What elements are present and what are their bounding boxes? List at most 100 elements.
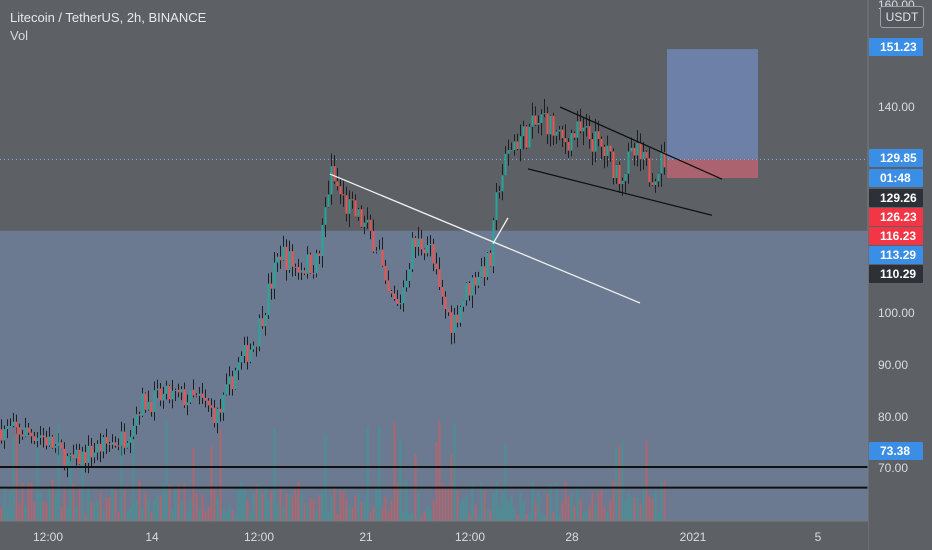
candle [261,318,264,327]
volume-bar [267,498,270,521]
candle [555,131,558,136]
price-tag[interactable] [869,38,923,56]
price-tag[interactable] [869,265,923,283]
price-tick-label: 80.00 [878,410,908,424]
price-tag[interactable] [869,189,923,207]
target-box[interactable] [667,49,758,160]
volume-bar [240,481,243,521]
volume-bar [603,507,606,521]
price-tag-label: 116.23 [880,229,916,243]
candle [489,252,492,267]
volume-bar [9,491,12,521]
volume-bar [126,511,129,521]
volume-bar [459,502,462,521]
candle [618,164,621,184]
volume-bar [663,480,666,521]
candle [387,280,390,291]
volume-bar [558,513,561,521]
volume-bar [423,510,426,521]
price-tag[interactable] [869,149,923,167]
volume-bar [330,495,333,521]
symbol-title[interactable]: Litecoin / TetherUS, 2h, BINANCE [10,10,207,25]
candle [552,115,555,136]
volume-bar [261,492,264,521]
volume-bar [618,445,621,521]
candle [561,129,564,139]
trendline[interactable] [559,106,723,180]
candle [513,141,516,151]
volume-bar [591,491,594,521]
candle [144,393,147,410]
volume-bar [492,492,495,521]
currency-button[interactable]: USDT [880,6,924,28]
candle [318,253,321,257]
candle [411,237,414,270]
candle [48,436,51,446]
volume-bar [477,514,480,521]
candle [657,173,660,182]
candle [381,249,384,266]
volume-bar [327,511,330,521]
price-tag-label: 01:48 [880,171,911,185]
price-tag[interactable] [869,442,923,460]
candle [612,151,615,179]
candle [105,437,108,444]
volume-bar [519,491,522,521]
candle [165,385,168,394]
volume-bar [297,482,300,521]
candle [312,273,315,275]
candle [378,249,381,251]
price-tag[interactable] [869,227,923,245]
candle [306,254,309,274]
volume-bar [321,491,324,521]
candle [12,421,15,427]
trendline[interactable] [329,173,641,304]
candle [18,427,21,435]
volume-bar [357,493,360,521]
price-tag[interactable] [869,246,923,264]
candle [180,389,183,393]
volume-bar [159,495,162,521]
shaded-zone [0,230,868,521]
volume-bar [345,499,348,521]
candle [594,131,597,152]
volume-bar [165,421,168,521]
volume-bar [426,506,429,521]
volume-bar [33,502,36,521]
time-tick-label: 12:00 [33,530,63,544]
candle [84,452,87,463]
candle [315,253,318,274]
volume-bar [309,498,312,521]
candle [93,452,96,458]
candle [663,152,666,168]
volume-bar [117,512,120,521]
candle [636,143,639,156]
candle [72,454,75,459]
volume-bar [57,424,60,521]
volume-bar [324,434,327,521]
volume-bar [660,480,663,521]
volume-bar [405,480,408,521]
volume-bar [123,489,126,521]
trendline[interactable] [527,168,713,216]
candle [303,270,306,274]
trendline[interactable] [492,217,509,244]
volume-indicator-label[interactable]: Vol [10,28,29,43]
volume-bar [48,486,51,521]
volume-bar [300,492,303,521]
volume-bar [312,498,315,521]
candle [336,181,339,187]
time-axis[interactable] [0,521,868,550]
price-tick-label: 90.00 [878,358,908,372]
price-tag[interactable] [869,169,923,187]
volume-bar [567,496,570,521]
volume-bar [342,491,345,521]
volume-bar [630,496,633,521]
volume-bar [21,482,24,521]
stop-box[interactable] [667,159,758,179]
volume-bar [63,489,66,521]
price-tag[interactable] [869,208,923,226]
candle [456,314,459,323]
candle [114,442,117,446]
